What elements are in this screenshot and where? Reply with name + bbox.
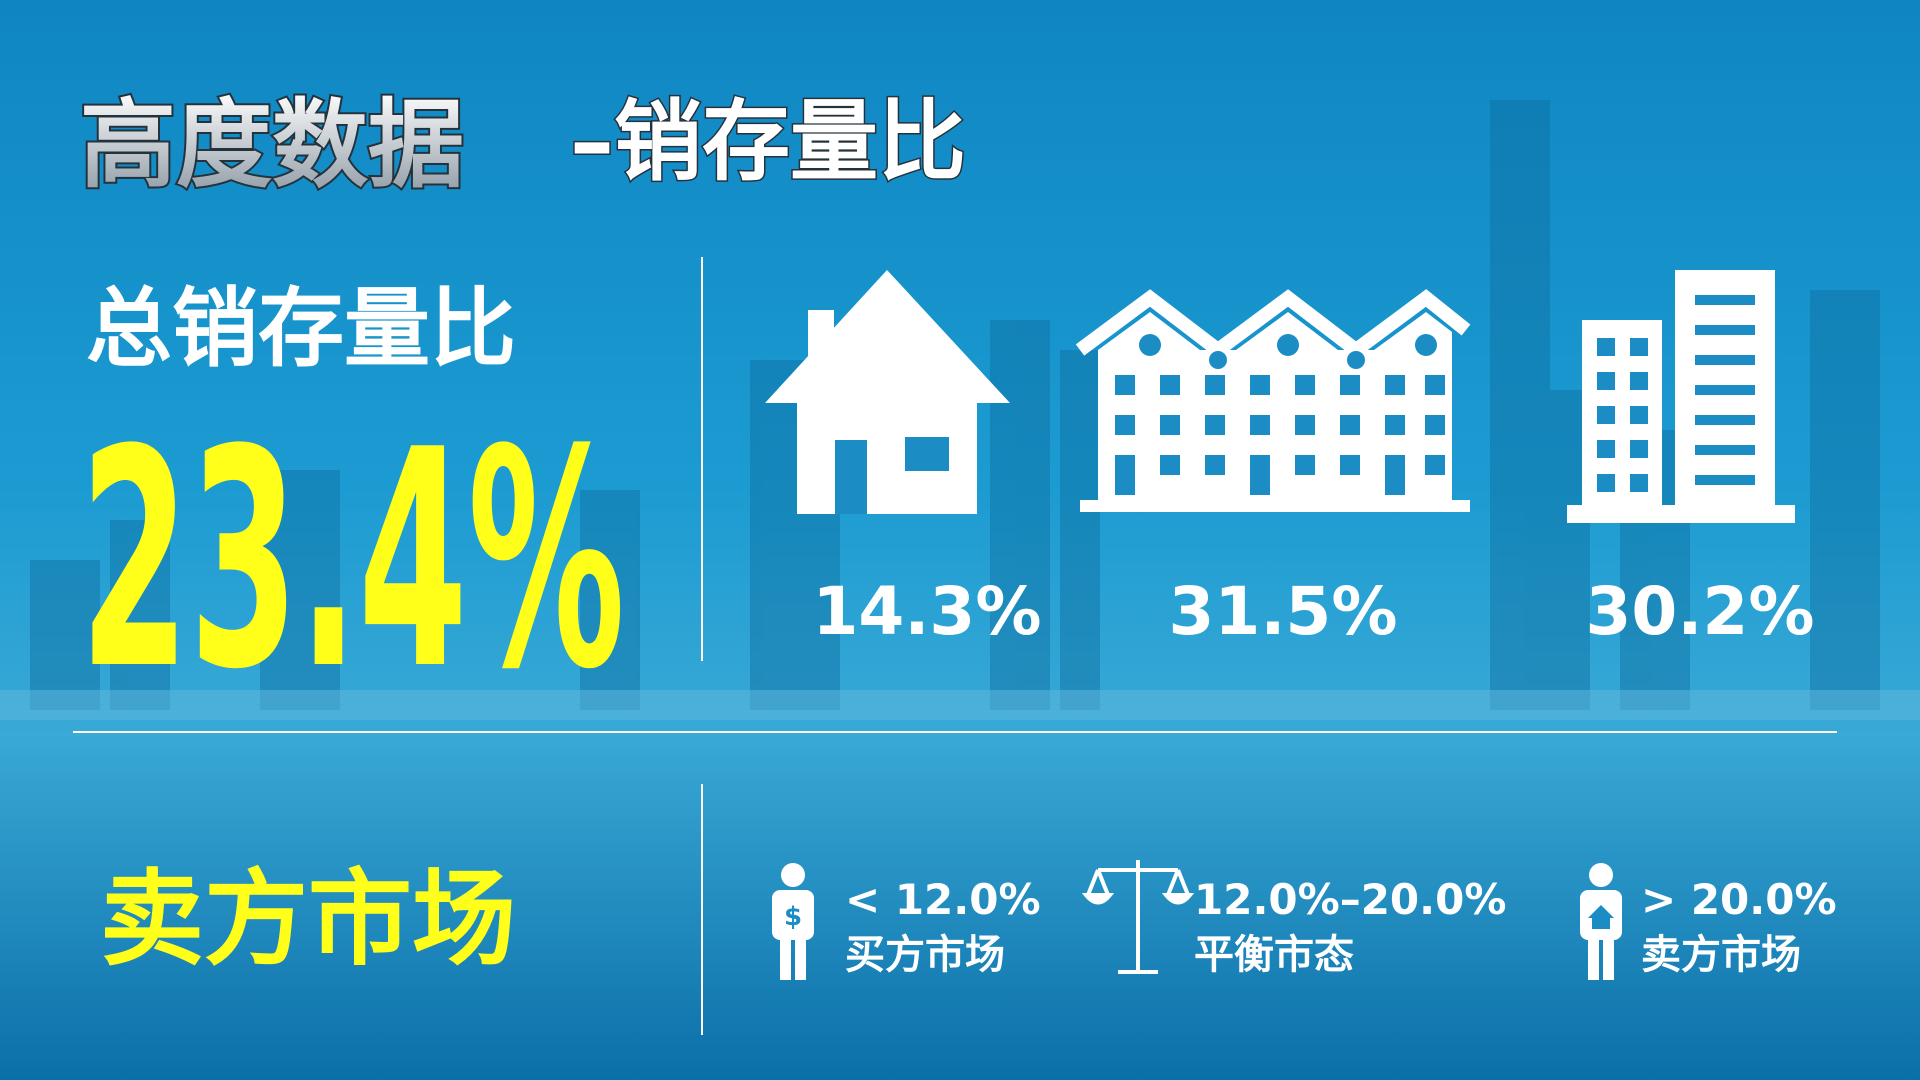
summary-label: 总销存量比 <box>86 279 516 379</box>
summary-value: 23.4% <box>80 386 625 735</box>
legend-label: 买方市场 <box>845 932 1005 978</box>
title: 高度数据 <box>80 89 464 201</box>
legend-range: < 12.0% <box>845 875 1041 924</box>
category-value: 31.5% <box>1169 573 1398 650</box>
waterline <box>0 690 1920 720</box>
seller-icon <box>1580 863 1622 980</box>
market-status: 卖方市场 <box>100 858 516 980</box>
skyline <box>30 100 1880 710</box>
category-value: 30.2% <box>1586 573 1815 650</box>
legend-label: 卖方市场 <box>1641 932 1801 978</box>
legend-range: 12.0%–20.0% <box>1194 875 1506 924</box>
legend-label: 平衡市态 <box>1194 932 1354 978</box>
legend-range: > 20.0% <box>1641 875 1837 924</box>
subtitle: –销存量比 <box>570 90 966 193</box>
scale-icon <box>1081 860 1195 974</box>
category-value: 14.3% <box>813 573 1042 650</box>
apartment-icon <box>1567 270 1795 523</box>
buyer-icon: $ <box>772 863 814 980</box>
house-icon <box>765 270 1010 514</box>
townhouse-icon <box>1075 289 1471 512</box>
dollar-sign: $ <box>784 902 802 932</box>
